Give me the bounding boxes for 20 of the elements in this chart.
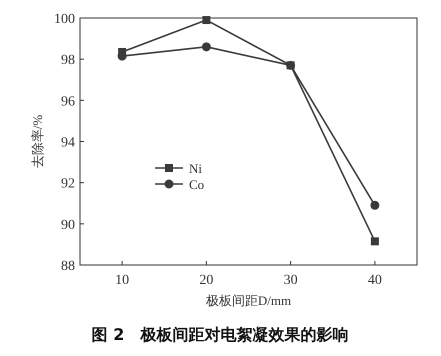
point xyxy=(202,42,211,52)
y-tick-label: 100 xyxy=(54,12,75,27)
y-axis-title: 去除率/% xyxy=(30,114,45,168)
point xyxy=(202,16,210,24)
legend-label: Ni xyxy=(189,161,202,176)
point xyxy=(370,200,380,210)
x-axis-title: 极板间距D/mm xyxy=(204,293,292,308)
y-tick-label: 88 xyxy=(61,259,75,274)
x-tick-label: 40 xyxy=(368,273,382,288)
legend-label: Co xyxy=(189,177,204,192)
y-tick-label: 92 xyxy=(61,176,75,192)
point xyxy=(370,237,379,246)
x-tick-label: 20 xyxy=(199,273,214,288)
y-tick-label: 90 xyxy=(61,218,75,233)
y-tick-label: 98 xyxy=(61,53,75,68)
x-tick-label: 30 xyxy=(284,273,298,288)
x-tick-label: 10 xyxy=(115,273,130,288)
text: 图 2 极板间距对电絮凝效果的影响 xyxy=(92,325,348,344)
y-tick-label: 94 xyxy=(61,136,75,150)
y-tick-label: 96 xyxy=(61,94,75,110)
